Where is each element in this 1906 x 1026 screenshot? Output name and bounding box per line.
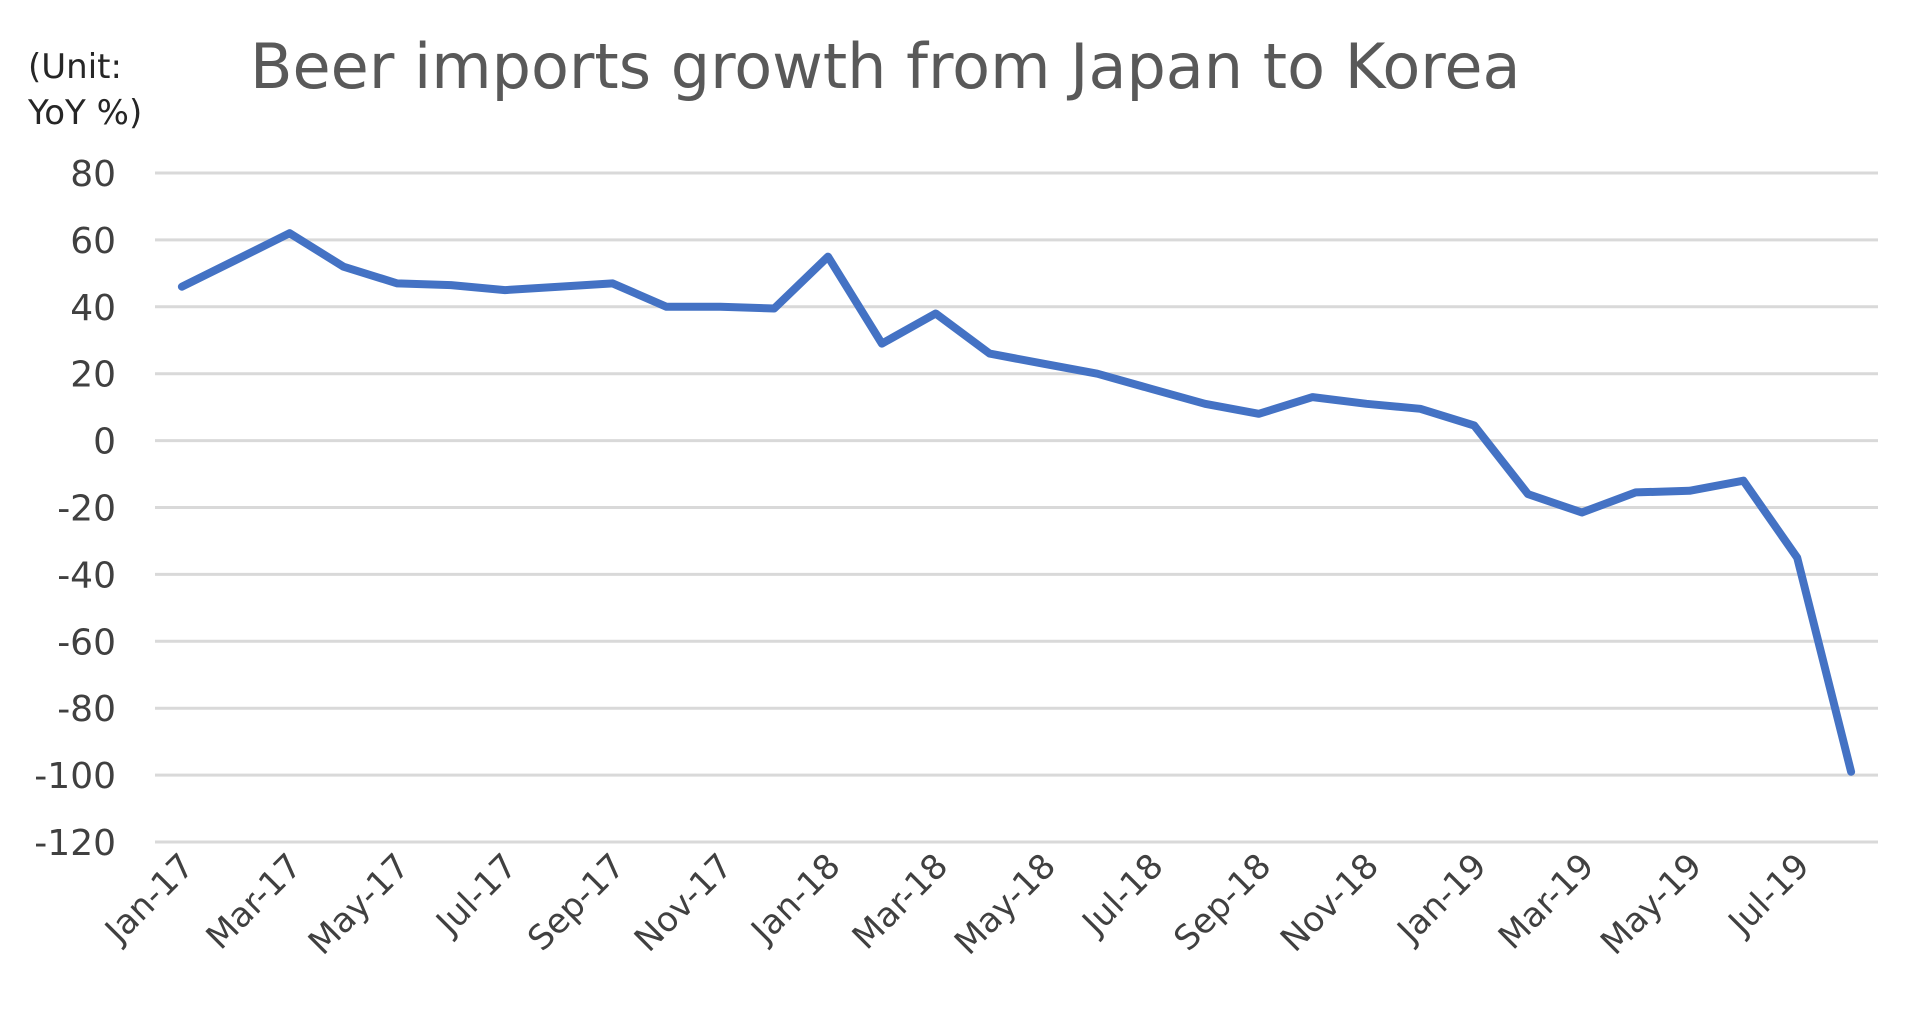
x-tick-label: Mar-19 xyxy=(1491,846,1602,957)
y-tick-label: -20 xyxy=(57,489,116,530)
data-point xyxy=(1793,554,1801,562)
data-point xyxy=(286,229,294,237)
y-tick-label: -80 xyxy=(57,689,116,730)
data-point xyxy=(1416,405,1424,413)
data-point xyxy=(178,283,186,291)
data-point xyxy=(770,304,778,312)
gridlines xyxy=(155,171,1878,844)
y-tick-label: 0 xyxy=(93,422,116,463)
data-point xyxy=(663,303,671,311)
data-point xyxy=(555,283,563,291)
x-tick-label: Sep-18 xyxy=(1166,846,1279,959)
data-point xyxy=(609,279,617,287)
data-point xyxy=(447,281,455,289)
series-lines xyxy=(177,229,1856,776)
y-tick-label: -60 xyxy=(57,622,116,663)
series-line xyxy=(177,229,1856,776)
unit-label: (Unit: YoY %) xyxy=(28,47,143,133)
data-point xyxy=(339,263,347,271)
x-tick-label: Jul-17 xyxy=(427,846,525,944)
data-point xyxy=(232,256,240,264)
y-tick-label: -120 xyxy=(34,823,116,864)
y-tick-label: 20 xyxy=(70,355,116,396)
x-tick-label: Jul-19 xyxy=(1720,846,1818,944)
x-tick-label: Mar-17 xyxy=(199,846,310,957)
data-point xyxy=(1524,490,1532,498)
data-point xyxy=(1686,487,1694,495)
data-point xyxy=(501,286,509,294)
data-point xyxy=(716,303,724,311)
data-point xyxy=(1847,768,1855,776)
y-tick-label: 60 xyxy=(70,221,116,262)
data-point xyxy=(878,340,886,348)
x-tick-label: Jan-19 xyxy=(1389,846,1495,952)
x-tick-label: Jul-18 xyxy=(1073,846,1171,944)
data-point xyxy=(1147,385,1155,393)
data-point xyxy=(932,309,940,317)
data-point xyxy=(1470,422,1478,430)
y-tick-label: -100 xyxy=(34,756,116,797)
data-point xyxy=(1362,400,1370,408)
data-point xyxy=(1578,509,1586,517)
y-axis-ticks: 80 60 40 20 0 -20 -40 -60 -80 -100 -120 xyxy=(34,154,116,864)
data-point xyxy=(986,350,994,358)
x-tick-label: Jan-18 xyxy=(742,846,848,952)
data-point xyxy=(1632,488,1640,496)
data-point xyxy=(1093,370,1101,378)
data-point xyxy=(1255,410,1263,418)
y-tick-label: 40 xyxy=(70,288,116,329)
x-tick-label: May-18 xyxy=(947,846,1064,963)
data-point xyxy=(1201,400,1209,408)
x-tick-label: Nov-18 xyxy=(1273,846,1387,960)
y-tick-label: 80 xyxy=(70,154,116,195)
x-tick-label: Sep-17 xyxy=(520,846,633,959)
data-point xyxy=(1039,360,1047,368)
chart-title: Beer imports growth from Japan to Korea xyxy=(250,30,1521,103)
x-tick-label: May-17 xyxy=(301,846,418,963)
data-point xyxy=(1739,477,1747,485)
data-point xyxy=(1309,393,1317,401)
x-tick-label: May-19 xyxy=(1593,846,1710,963)
x-tick-label: Mar-18 xyxy=(845,846,956,957)
data-point xyxy=(393,279,401,287)
x-tick-label: Nov-17 xyxy=(627,846,741,960)
y-tick-label: -40 xyxy=(57,555,116,596)
data-point xyxy=(824,253,832,261)
